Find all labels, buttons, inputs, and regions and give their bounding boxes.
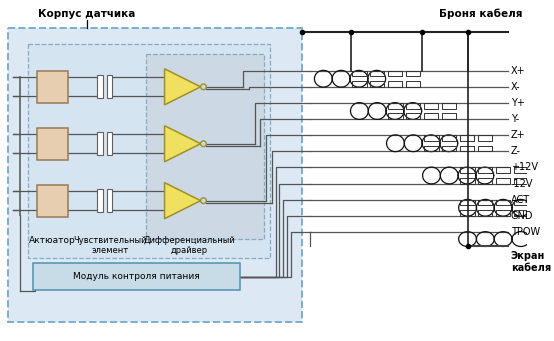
- Text: Экран
кабеля: Экран кабеля: [511, 251, 551, 272]
- Bar: [38, 128, 68, 160]
- Text: Чувствительный
элемент: Чувствительный элемент: [74, 236, 147, 255]
- Text: X+: X+: [511, 66, 525, 76]
- Text: Z-: Z-: [511, 146, 521, 156]
- Bar: [38, 71, 68, 103]
- Bar: [107, 189, 112, 212]
- Text: Актюатор: Актюатор: [29, 236, 76, 245]
- Text: GND: GND: [511, 211, 534, 221]
- Polygon shape: [165, 69, 201, 105]
- Bar: [97, 132, 103, 155]
- Text: Z+: Z+: [511, 130, 525, 140]
- FancyBboxPatch shape: [28, 44, 270, 257]
- Bar: [107, 75, 112, 98]
- Bar: [97, 75, 103, 98]
- Bar: [38, 184, 68, 217]
- Text: +12V: +12V: [511, 162, 538, 173]
- Text: Y-: Y-: [511, 114, 519, 124]
- Polygon shape: [165, 126, 201, 162]
- Bar: [107, 132, 112, 155]
- FancyBboxPatch shape: [146, 54, 264, 239]
- Text: Y+: Y+: [511, 98, 525, 108]
- Polygon shape: [165, 183, 201, 219]
- Text: Модуль контроля питания: Модуль контроля питания: [73, 272, 199, 281]
- FancyBboxPatch shape: [33, 263, 240, 290]
- Text: TPOW: TPOW: [511, 227, 540, 237]
- Text: Дифференциальный
драйвер: Дифференциальный драйвер: [143, 236, 235, 255]
- Text: Броня кабеля: Броня кабеля: [439, 8, 522, 18]
- Text: -12V: -12V: [511, 179, 534, 189]
- Text: X-: X-: [511, 82, 520, 92]
- Bar: [97, 189, 103, 212]
- Text: Корпус датчика: Корпус датчика: [38, 9, 136, 18]
- Text: ACT: ACT: [511, 195, 530, 205]
- FancyBboxPatch shape: [8, 28, 302, 322]
